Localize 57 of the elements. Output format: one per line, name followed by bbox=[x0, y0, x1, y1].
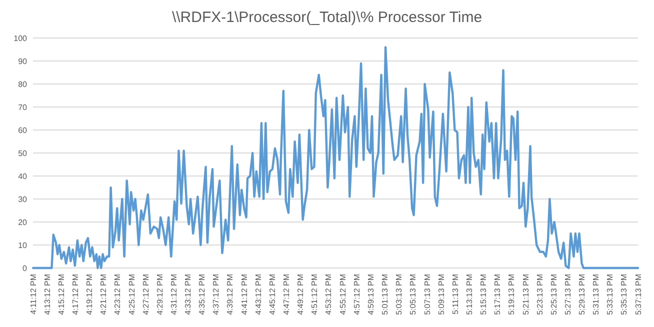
x-tick-label: 5:09:13 PM bbox=[436, 274, 446, 315]
x-tick-label: 5:27:13 PM bbox=[563, 274, 572, 315]
x-tick-label: 4:25:12 PM bbox=[127, 274, 136, 315]
y-tick-label: 90 bbox=[18, 56, 28, 66]
x-tick-label: 4:19:12 PM bbox=[85, 274, 94, 315]
y-tick-label: 60 bbox=[18, 126, 28, 135]
y-tick-label: 50 bbox=[18, 148, 28, 158]
line-series bbox=[32, 46, 640, 270]
y-tick-label: 70 bbox=[18, 102, 28, 112]
y-tick-label: 20 bbox=[18, 218, 28, 227]
x-tick-label: 5:15:13 PM bbox=[479, 274, 488, 315]
x-tick-label: 4:47:12 PM bbox=[282, 274, 292, 315]
x-tick-label: 5:13:13 PM bbox=[464, 274, 474, 315]
y-tick-label: 0 bbox=[22, 264, 28, 273]
x-tick-label: 5:35:13 PM bbox=[620, 274, 629, 315]
x-tick-label: 4:45:12 PM bbox=[268, 274, 277, 315]
x-tick-label: 4:11:12 PM bbox=[28, 274, 38, 314]
x-tick-label: 4:15:12 PM bbox=[56, 274, 66, 315]
x-tick-label: 4:59:13 PM bbox=[366, 274, 376, 315]
x-tick-label: 5:19:13 PM bbox=[507, 274, 516, 315]
x-tick-label: 4:13:12 PM bbox=[42, 274, 52, 315]
x-tick-label: 4:23:12 PM bbox=[113, 274, 122, 315]
y-tick-label: 10 bbox=[18, 240, 28, 250]
x-tick-label: 4:31:12 PM bbox=[169, 274, 178, 315]
x-tick-label: 4:53:12 PM bbox=[324, 274, 334, 315]
x-tick-label: 4:43:12 PM bbox=[254, 274, 263, 315]
x-tick-label: 5:01:13 PM bbox=[380, 274, 390, 315]
y-tick-label: 100 bbox=[14, 34, 28, 43]
x-tick-label: 4:37:12 PM bbox=[212, 274, 221, 315]
x-tick-label: 4:57:12 PM bbox=[352, 274, 362, 315]
x-tick-label: 4:35:12 PM bbox=[198, 274, 207, 315]
x-tick-label: 5:33:13 PM bbox=[606, 274, 615, 315]
x-tick-label: 5:23:13 PM bbox=[535, 274, 544, 315]
x-tick-label: 5:37:13 PM bbox=[634, 274, 643, 315]
x-tick-label: 4:49:12 PM bbox=[296, 274, 306, 315]
x-tick-label: 4:51:12 PM bbox=[310, 274, 320, 315]
y-tick-label: 30 bbox=[18, 194, 28, 204]
chart-title: \\RDFX-1\Processor(_Total)\% Processor Time bbox=[172, 9, 482, 26]
x-tick-label: 5:21:13 PM bbox=[521, 274, 530, 315]
x-tick-label: 5:29:13 PM bbox=[578, 274, 587, 315]
x-tick-label: 4:33:12 PM bbox=[184, 274, 193, 315]
x-tick-label: 4:17:12 PM bbox=[71, 274, 80, 315]
x-tick-label: 5:11:13 PM bbox=[450, 274, 460, 314]
x-tick-label: 5:31:13 PM bbox=[592, 274, 601, 315]
x-tick-label: 4:55:12 PM bbox=[338, 274, 348, 315]
x-tick-label: 5:25:13 PM bbox=[549, 274, 558, 315]
x-tick-label: 5:17:13 PM bbox=[493, 274, 502, 315]
x-tick-label: 5:05:13 PM bbox=[408, 274, 418, 315]
y-tick-label: 80 bbox=[18, 80, 28, 89]
x-tick-label: 4:21:12 PM bbox=[99, 274, 108, 315]
x-tick-label: 4:29:12 PM bbox=[155, 274, 164, 315]
x-tick-label: 4:39:12 PM bbox=[226, 274, 235, 315]
x-tick-label: 4:41:12 PM bbox=[240, 274, 249, 315]
y-tick-label: 40 bbox=[18, 172, 28, 181]
x-tick-label: 5:07:13 PM bbox=[422, 274, 432, 315]
x-tick-label: 4:27:12 PM bbox=[141, 274, 150, 315]
x-tick-label: 5:03:13 PM bbox=[394, 274, 404, 315]
